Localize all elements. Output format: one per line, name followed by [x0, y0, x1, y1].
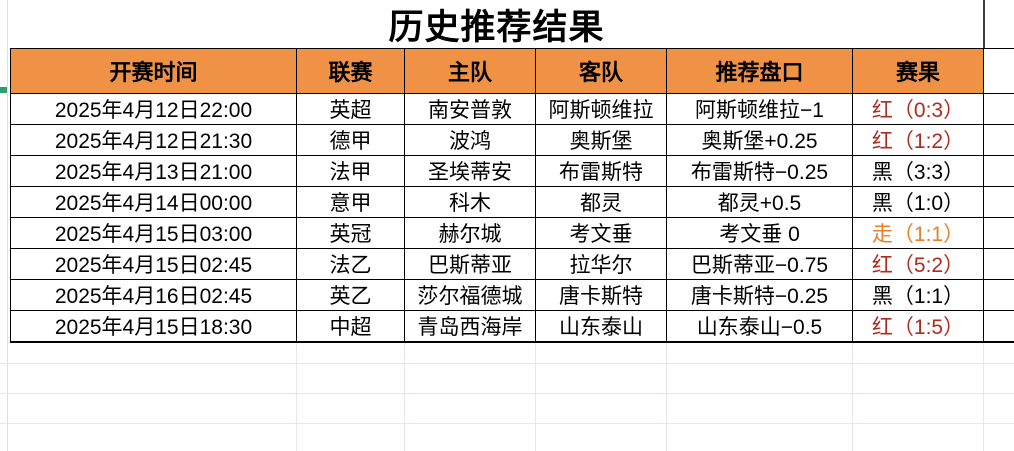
kickoff-time-cell[interactable]: 2025年4月15日02:45	[10, 248, 297, 280]
table-row: 2025年4月12日22:00 英超 南安普敦 阿斯顿维拉 阿斯顿维拉−1 红（…	[10, 93, 1014, 125]
kickoff-time-cell[interactable]: 2025年4月12日21:30	[10, 124, 297, 156]
result-cell[interactable]: 黑（3:3）	[852, 155, 984, 187]
header-result[interactable]: 赛果	[852, 48, 984, 94]
league-cell[interactable]: 英超	[296, 93, 405, 125]
league-cell[interactable]: 法甲	[296, 155, 405, 187]
table-row: 2025年4月13日21:00 法甲 圣埃蒂安 布雷斯特 布雷斯特−0.25 黑…	[10, 155, 1014, 187]
empty-cell[interactable]	[983, 310, 1014, 343]
handicap-cell[interactable]: 阿斯顿维拉−1	[666, 93, 853, 125]
kickoff-time-cell[interactable]: 2025年4月15日03:00	[10, 217, 297, 249]
gridline	[7, 0, 8, 451]
empty-cell[interactable]	[983, 279, 1014, 311]
league-cell[interactable]: 英冠	[296, 217, 405, 249]
home-team-cell[interactable]: 青岛西海岸	[404, 310, 536, 343]
result-cell[interactable]: 红（0:3）	[852, 93, 984, 125]
header-kickoff-time[interactable]: 开赛时间	[10, 48, 297, 94]
handicap-cell[interactable]: 布雷斯特−0.25	[666, 155, 853, 187]
header-home-team[interactable]: 主队	[404, 48, 536, 94]
league-cell[interactable]: 英乙	[296, 279, 405, 311]
away-team-cell[interactable]: 唐卡斯特	[535, 279, 667, 311]
gridline	[0, 393, 1014, 394]
result-cell[interactable]: 走（1:1）	[852, 217, 984, 249]
table-row: 2025年4月16日02:45 英乙 莎尔福德城 唐卡斯特 唐卡斯特−0.25 …	[10, 279, 1014, 311]
home-team-cell[interactable]: 赫尔城	[404, 217, 536, 249]
table-row: 2025年4月15日02:45 法乙 巴斯蒂亚 拉华尔 巴斯蒂亚−0.75 红（…	[10, 248, 1014, 280]
gridline	[404, 333, 405, 451]
result-cell[interactable]: 红（1:2）	[852, 124, 984, 156]
empty-cell[interactable]	[983, 217, 1014, 249]
result-cell[interactable]: 黑（1:1）	[852, 279, 984, 311]
header-away-team[interactable]: 客队	[535, 48, 667, 94]
away-team-cell[interactable]: 山东泰山	[535, 310, 667, 343]
empty-cell[interactable]	[983, 93, 1014, 125]
table-row: 2025年4月14日00:00 意甲 科木 都灵 都灵+0.5 黑（1:0）	[10, 186, 1014, 218]
table-row: 2025年4月15日18:30 中超 青岛西海岸 山东泰山 山东泰山−0.5 红…	[10, 310, 1014, 343]
gridline	[983, 0, 985, 48]
empty-cell[interactable]	[983, 186, 1014, 218]
kickoff-time-cell[interactable]: 2025年4月12日22:00	[10, 93, 297, 125]
gridline	[666, 333, 667, 451]
handicap-cell[interactable]: 考文垂 0	[666, 217, 853, 249]
empty-header-cell[interactable]	[983, 48, 1014, 94]
empty-cell[interactable]	[983, 124, 1014, 156]
home-team-cell[interactable]: 莎尔福德城	[404, 279, 536, 311]
league-cell[interactable]: 中超	[296, 310, 405, 343]
table-row: 2025年4月15日03:00 英冠 赫尔城 考文垂 考文垂 0 走（1:1）	[10, 217, 1014, 249]
gridline	[983, 333, 984, 451]
gridline	[296, 333, 297, 451]
result-cell[interactable]: 红（1:5）	[852, 310, 984, 343]
header-handicap[interactable]: 推荐盘口	[666, 48, 853, 94]
away-team-cell[interactable]: 奥斯堡	[535, 124, 667, 156]
results-table-body: 2025年4月12日22:00 英超 南安普敦 阿斯顿维拉 阿斯顿维拉−1 红（…	[10, 93, 1014, 343]
handicap-cell[interactable]: 都灵+0.5	[666, 186, 853, 218]
header-row: 开赛时间 联赛 主队 客队 推荐盘口 赛果	[10, 48, 1014, 94]
empty-cell[interactable]	[983, 248, 1014, 280]
kickoff-time-cell[interactable]: 2025年4月14日00:00	[10, 186, 297, 218]
header-league[interactable]: 联赛	[296, 48, 405, 94]
result-cell[interactable]: 红（5:2）	[852, 248, 984, 280]
league-cell[interactable]: 意甲	[296, 186, 405, 218]
home-team-cell[interactable]: 科木	[404, 186, 536, 218]
empty-cell[interactable]	[983, 155, 1014, 187]
handicap-cell[interactable]: 巴斯蒂亚−0.75	[666, 248, 853, 280]
away-team-cell[interactable]: 拉华尔	[535, 248, 667, 280]
home-team-cell[interactable]: 圣埃蒂安	[404, 155, 536, 187]
away-team-cell[interactable]: 阿斯顿维拉	[535, 93, 667, 125]
league-cell[interactable]: 德甲	[296, 124, 405, 156]
table-row: 2025年4月12日21:30 德甲 波鸿 奥斯堡 奥斯堡+0.25 红（1:2…	[10, 124, 1014, 156]
selection-indicator	[0, 87, 7, 93]
kickoff-time-cell[interactable]: 2025年4月15日18:30	[10, 310, 297, 343]
home-team-cell[interactable]: 南安普敦	[404, 93, 536, 125]
gridline	[0, 423, 1014, 424]
gridline	[535, 333, 536, 451]
handicap-cell[interactable]: 奥斯堡+0.25	[666, 124, 853, 156]
result-cell[interactable]: 黑（1:0）	[852, 186, 984, 218]
league-cell[interactable]: 法乙	[296, 248, 405, 280]
home-team-cell[interactable]: 波鸿	[404, 124, 536, 156]
gridline	[0, 363, 1014, 364]
away-team-cell[interactable]: 都灵	[535, 186, 667, 218]
handicap-cell[interactable]: 唐卡斯特−0.25	[666, 279, 853, 311]
results-table: 开赛时间 联赛 主队 客队 推荐盘口 赛果 2025年4月12日22:00 英超…	[10, 48, 1014, 343]
page-title[interactable]: 历史推荐结果	[388, 7, 605, 47]
gridline	[852, 333, 853, 451]
home-team-cell[interactable]: 巴斯蒂亚	[404, 248, 536, 280]
kickoff-time-cell[interactable]: 2025年4月13日21:00	[10, 155, 297, 187]
kickoff-time-cell[interactable]: 2025年4月16日02:45	[10, 279, 297, 311]
away-team-cell[interactable]: 布雷斯特	[535, 155, 667, 187]
handicap-cell[interactable]: 山东泰山−0.5	[666, 310, 853, 343]
away-team-cell[interactable]: 考文垂	[535, 217, 667, 249]
